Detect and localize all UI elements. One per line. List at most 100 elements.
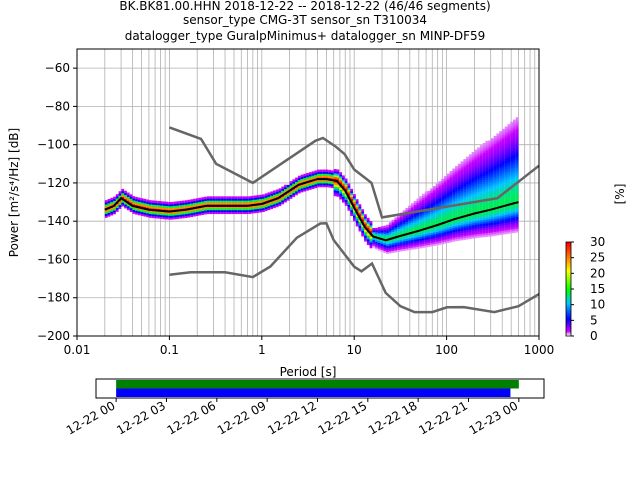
- density-cell: [463, 187, 467, 191]
- density-cell: [146, 214, 149, 218]
- density-cell: [107, 210, 111, 213]
- density-cell: [137, 205, 141, 208]
- density-cell: [471, 197, 475, 201]
- density-cell: [449, 215, 453, 218]
- density-cell: [455, 192, 458, 196]
- density-cell: [405, 240, 409, 243]
- density-cell: [515, 226, 519, 229]
- density-cell: [394, 228, 398, 232]
- density-cell: [328, 169, 331, 173]
- density-cell: [430, 222, 434, 226]
- density-cell: [510, 125, 513, 129]
- density-cell: [499, 230, 502, 234]
- density-cell: [350, 209, 354, 213]
- density-cell: [471, 232, 475, 235]
- colorbar-step: [566, 304, 571, 307]
- density-cell: [430, 240, 434, 243]
- density-cell: [482, 221, 486, 224]
- density-cell: [501, 134, 505, 138]
- density-cell: [493, 179, 497, 183]
- density-cell: [383, 250, 387, 253]
- density-cell: [510, 221, 513, 224]
- density-cell: [471, 167, 475, 170]
- density-cell: [303, 179, 307, 182]
- density-cell: [441, 232, 445, 235]
- colorbar-label: [%]: [613, 184, 627, 205]
- density-cell: [504, 229, 508, 233]
- density-cell: [463, 189, 467, 193]
- density-cell: [234, 205, 238, 209]
- density-cell: [488, 230, 491, 233]
- density-cell: [104, 213, 108, 216]
- density-cell: [512, 131, 516, 134]
- density-cell: [182, 204, 185, 207]
- density-cell: [325, 169, 329, 172]
- density-cell: [471, 169, 475, 172]
- density-cell: [468, 158, 472, 161]
- density-cell: [391, 248, 395, 251]
- colorbar-step: [566, 262, 571, 265]
- density-cell: [507, 128, 511, 131]
- y-tick-label: −60: [45, 61, 70, 75]
- density-cell: [242, 202, 246, 205]
- timeline-tick-label: 12-22 03: [114, 398, 168, 437]
- density-cell: [372, 229, 376, 233]
- density-cell: [452, 216, 456, 219]
- density-cell: [300, 186, 304, 189]
- density-cell: [507, 150, 511, 154]
- density-cell: [452, 220, 456, 223]
- density-cell: [113, 200, 116, 203]
- density-cell: [336, 192, 340, 195]
- density-cell: [477, 187, 480, 191]
- density-cell: [416, 198, 420, 202]
- density-cell: [408, 240, 411, 243]
- density-cell: [452, 193, 456, 196]
- density-cell: [394, 230, 398, 234]
- density-cell: [471, 161, 475, 164]
- density-cell: [510, 204, 513, 207]
- density-cell: [330, 170, 334, 173]
- density-cell: [419, 232, 422, 236]
- colorbar-step: [566, 245, 571, 248]
- density-cell: [463, 162, 467, 166]
- x-tick-label: 0.01: [64, 343, 91, 357]
- density-cell: [421, 205, 425, 208]
- density-cell: [463, 222, 467, 225]
- density-cell: [501, 167, 505, 170]
- density-cell: [201, 199, 205, 202]
- density-cell: [452, 183, 456, 187]
- density-cell: [507, 179, 511, 183]
- density-cell: [416, 225, 420, 228]
- density-cell: [488, 201, 491, 205]
- density-cell: [353, 194, 356, 197]
- density-cell: [341, 184, 345, 188]
- density-cell: [416, 233, 420, 236]
- density-cell: [430, 226, 434, 230]
- density-cell: [148, 200, 152, 203]
- density-cell: [358, 208, 362, 211]
- density-cell: [195, 211, 199, 215]
- density-cell: [308, 177, 312, 181]
- density-cell: [449, 194, 453, 197]
- density-cell: [490, 176, 494, 179]
- density-cell: [485, 205, 489, 209]
- density-cell: [386, 236, 389, 239]
- density-cell: [474, 205, 478, 208]
- density-cell: [430, 198, 434, 201]
- density-cell: [504, 132, 508, 135]
- density-cell: [496, 160, 500, 163]
- density-cell: [441, 234, 445, 237]
- density-cell: [493, 141, 497, 145]
- density-cell: [267, 205, 271, 209]
- density-cell: [430, 230, 434, 234]
- density-cell: [198, 203, 202, 206]
- density-cell: [154, 204, 158, 207]
- density-cell: [358, 204, 362, 207]
- density-cell: [421, 207, 425, 210]
- density-cell: [446, 192, 450, 196]
- density-cell: [209, 205, 213, 209]
- density-cell: [132, 203, 136, 207]
- density-cell: [512, 176, 516, 180]
- density-cell: [237, 196, 240, 199]
- density-cell: [504, 201, 508, 204]
